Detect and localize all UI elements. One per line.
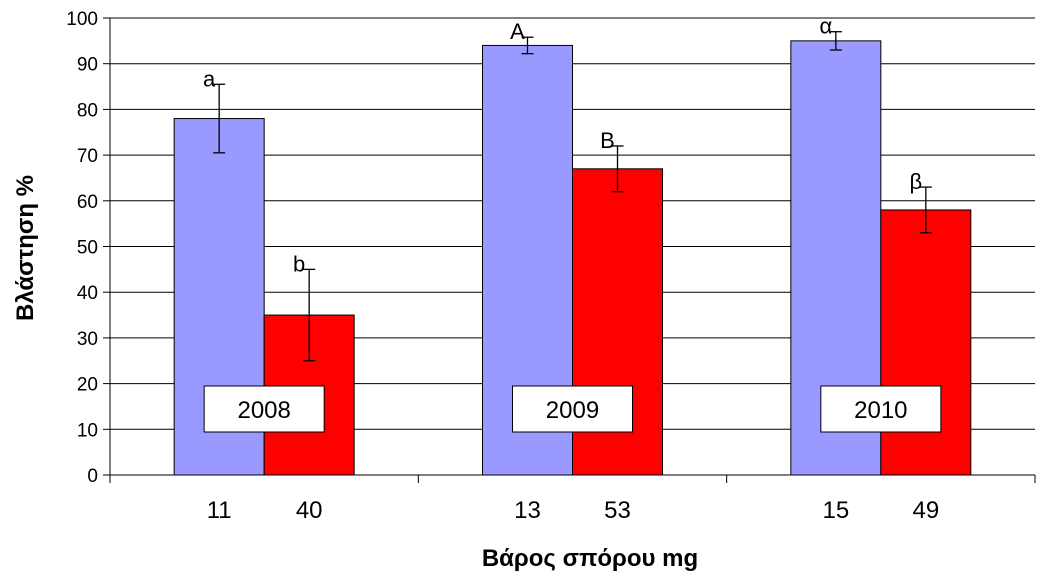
x-axis-title: Βάρος σπόρου mg [482, 545, 698, 572]
y-tick-label: 40 [77, 283, 98, 304]
significance-letter: A [510, 19, 525, 44]
axes-layer [103, 17, 1036, 483]
significance-letter: α [819, 14, 832, 39]
year-box [512, 385, 633, 433]
y-tick-label: 70 [77, 146, 98, 167]
significance-letter: β [910, 169, 923, 194]
year-label: 2010 [854, 397, 907, 424]
x-category-label: 13 [514, 497, 541, 524]
significance-letter: B [600, 128, 615, 153]
significance-letter: b [293, 251, 305, 276]
year-label: 2009 [546, 397, 599, 424]
year-box [820, 385, 942, 433]
y-tick-label: 0 [87, 466, 98, 487]
significance-letter: a [203, 66, 216, 91]
x-category-label: 15 [822, 497, 849, 524]
y-tick-label: 30 [77, 329, 98, 350]
bar-2010-49 [880, 209, 972, 476]
y-tick-label: 60 [77, 192, 98, 213]
x-category-label: 53 [604, 497, 631, 524]
y-tick-label: 20 [77, 375, 98, 396]
y-tick-label: 10 [77, 420, 98, 441]
x-category-label: 49 [912, 497, 939, 524]
year-label: 2008 [237, 397, 290, 424]
x-category-label: 40 [296, 497, 323, 524]
x-category-label: 11 [207, 497, 232, 524]
y-tick-label: 100 [66, 9, 98, 30]
y-tick-label: 80 [77, 100, 98, 121]
labels-layer: 0 10 20 30 40 50 60 70 80 90 100 a 11 b 40 2008 A 13 B 53 20… [66, 9, 942, 524]
y-tick-label: 50 [77, 238, 98, 259]
y-tick-label: 90 [77, 55, 98, 76]
year-box [203, 385, 325, 433]
y-axis-title: Βλάστηση % [12, 175, 39, 321]
